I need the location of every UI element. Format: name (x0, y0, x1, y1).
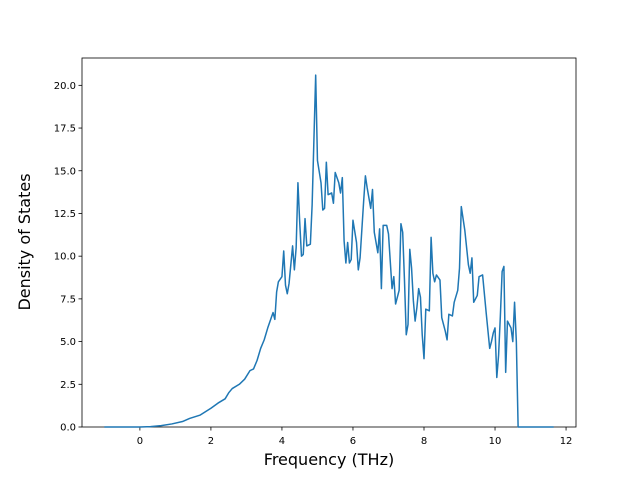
x-tick-label: 6 (350, 436, 356, 447)
x-tick-label: 2 (208, 436, 214, 447)
y-tick-label: 5.0 (60, 337, 76, 348)
x-tick-label: 8 (421, 436, 427, 447)
y-tick-label: 2.5 (60, 380, 76, 391)
x-axis-label: Frequency (THz) (264, 450, 394, 469)
data-line (104, 74, 554, 428)
plot-frame (81, 57, 577, 428)
x-tick-label: 12 (560, 436, 573, 447)
y-tick-label: 10.0 (54, 252, 76, 263)
x-tick-label: 0 (137, 436, 143, 447)
x-tick-label: 4 (279, 436, 285, 447)
y-tick-label: 20.0 (54, 81, 76, 92)
x-tick-label: 10 (489, 436, 502, 447)
y-tick-label: 17.5 (54, 124, 76, 135)
y-axis-label: Density of States (15, 173, 34, 310)
y-tick-label: 15.0 (54, 166, 76, 177)
y-tick-label: 0.0 (60, 423, 76, 434)
y-tick-label: 12.5 (54, 209, 76, 220)
y-tick-label: 7.5 (60, 294, 76, 305)
